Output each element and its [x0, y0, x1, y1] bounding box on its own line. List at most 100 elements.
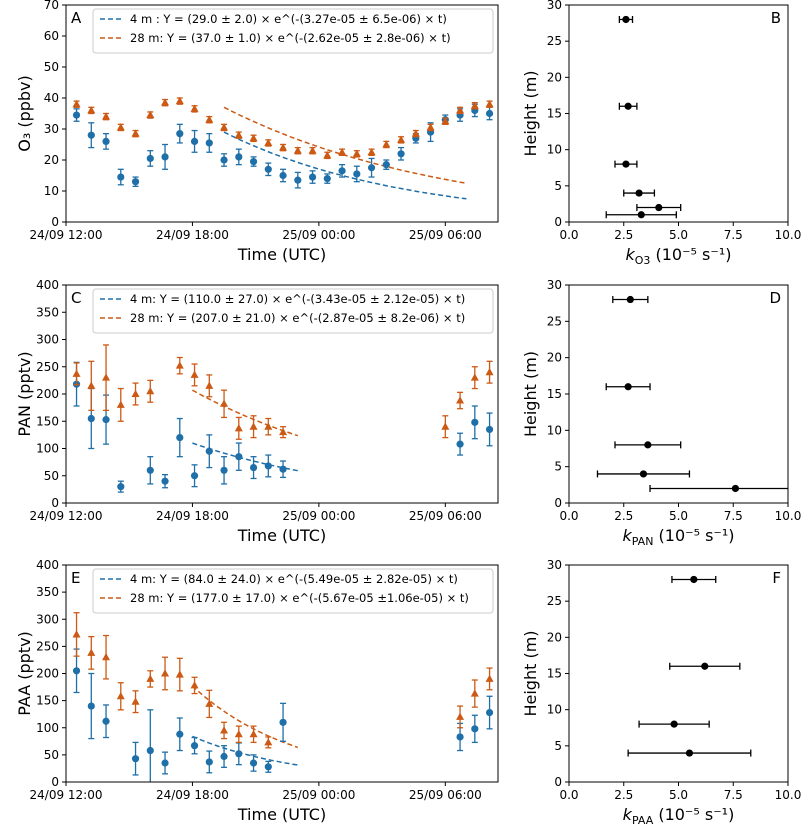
- y-tick-label: 10: [547, 703, 562, 717]
- fit-line-4m: [223, 131, 467, 200]
- point-28m: [426, 123, 435, 131]
- point-28m: [456, 712, 465, 720]
- y-tick-label: 15: [547, 667, 562, 681]
- point-28m: [352, 149, 361, 157]
- y-tick-label: 200: [36, 387, 59, 401]
- y-tick-label: 30: [44, 122, 59, 136]
- panel-A: 0 10 20 30 40 50 60 70 24/09 12:00 24/09 18:00 25/…: [15, 0, 499, 264]
- y-tick-label: 5: [554, 179, 562, 193]
- x-axis-label: kPAA (10⁻⁵ s⁻¹): [623, 805, 735, 825]
- panel-B: 0 5 10 15 20 25 30 0.0 2.5 5.0 7.5 10.0 Height (m) kO…: [521, 0, 801, 267]
- y-tick-label: 10: [547, 143, 562, 157]
- y-tick-label: 20: [44, 153, 59, 167]
- point-28m: [175, 96, 184, 105]
- x-tick-label: 24/09 18:00: [156, 228, 229, 242]
- point-4m: [264, 165, 272, 173]
- point-4m: [205, 447, 213, 455]
- y-tick-label: 300: [36, 333, 59, 347]
- x-tick-label: 5.0: [669, 228, 688, 242]
- point-28m: [220, 726, 229, 734]
- point-28m: [190, 370, 199, 378]
- y-tick-label: 0: [554, 215, 562, 229]
- x-tick-label: 24/09 12:00: [30, 509, 103, 523]
- point-28m: [72, 630, 81, 638]
- panel-letter: B: [771, 9, 781, 27]
- point-28m: [234, 729, 243, 738]
- point-28m: [264, 138, 273, 146]
- point-4m: [72, 667, 81, 675]
- y-tick-label: 0: [51, 496, 59, 510]
- point-4m: [235, 153, 243, 161]
- y-axis-label: Height (m): [521, 351, 540, 437]
- y-axis-label: O₃ (ppbv): [15, 75, 34, 152]
- point-28m: [146, 674, 155, 682]
- x-tick-label: 2.5: [614, 509, 633, 523]
- point-4m: [397, 150, 405, 158]
- y-tick-label: 15: [547, 387, 562, 401]
- legend-entry: 28 m: Y = (37.0 ± 1.0) × e^(-(2.62e-05 ±…: [130, 31, 451, 45]
- point-4m: [117, 483, 125, 491]
- x-axis-label-units: (10⁻⁵ s⁻¹): [650, 245, 731, 264]
- point-4m: [456, 440, 464, 448]
- point-28m: [308, 146, 317, 154]
- fit-line-4m: [192, 735, 298, 766]
- legend-entry: 4 m: Y = (110.0 ± 27.0) × e^(-(3.43e-05 …: [130, 292, 465, 306]
- point-28m: [249, 422, 258, 430]
- x-axis-label-k: k: [622, 526, 632, 545]
- y-tick-label: 20: [547, 70, 562, 84]
- y-tick-label: 10: [547, 423, 562, 437]
- x-tick-label: 5.0: [669, 509, 688, 523]
- k-point: [701, 662, 709, 670]
- point-28m: [397, 135, 406, 143]
- legend-box: [92, 288, 494, 334]
- point-28m: [205, 699, 214, 707]
- point-28m: [485, 99, 494, 108]
- legend-entry: 4 m : Y = (29.0 ± 2.0) × e^(-(3.27e-05 ±…: [130, 12, 447, 26]
- legend-box: [92, 8, 494, 54]
- x-tick-label: 0.0: [559, 228, 578, 242]
- plot-area: [596, 295, 788, 493]
- x-tick-label: 0.0: [559, 509, 578, 523]
- k-point: [622, 15, 630, 24]
- point-4m: [235, 750, 243, 758]
- point-28m: [190, 681, 199, 689]
- point-4m: [176, 730, 184, 738]
- y-tick-label: 150: [36, 694, 59, 708]
- y-tick-label: 0: [51, 215, 59, 229]
- panel-letter: E: [71, 569, 80, 587]
- y-tick-label: 25: [547, 594, 562, 608]
- y-tick-label: 150: [36, 414, 59, 428]
- point-28m: [338, 147, 347, 156]
- y-axis-label: Height (m): [521, 70, 540, 156]
- fit-line-28m: [191, 685, 299, 749]
- point-4m: [161, 153, 169, 161]
- k-point: [644, 441, 652, 449]
- k-point: [655, 203, 663, 212]
- y-tick-label: 5: [554, 460, 562, 474]
- point-4m: [485, 425, 494, 434]
- legend-entry: 4 m: Y = (84.0 ± 24.0) × e^(-(5.49e-05 ±…: [130, 572, 458, 586]
- point-28m: [323, 151, 332, 159]
- y-tick-label: 50: [44, 60, 59, 74]
- y-tick-label: 400: [36, 558, 59, 572]
- point-4m: [131, 755, 140, 763]
- point-28m: [102, 112, 111, 120]
- point-28m: [249, 134, 258, 142]
- x-tick-label: 10.0: [775, 228, 802, 242]
- x-tick-label: 25/09 06:00: [409, 509, 482, 523]
- y-tick-label: 100: [36, 442, 59, 456]
- point-28m: [87, 648, 96, 656]
- point-4m: [161, 477, 169, 485]
- y-tick-label: 250: [36, 639, 59, 653]
- point-4m: [190, 742, 199, 750]
- point-28m: [131, 389, 140, 397]
- y-tick-label: 40: [44, 91, 59, 105]
- x-tick-label: 24/09 12:00: [30, 788, 103, 802]
- point-4m: [249, 157, 258, 166]
- point-28m: [485, 367, 494, 376]
- x-axis-label-sub: O3: [635, 254, 651, 267]
- point-28m: [205, 381, 214, 389]
- x-tick-label: 24/09 18:00: [156, 509, 229, 523]
- y-tick-label: 250: [36, 360, 59, 374]
- point-28m: [249, 729, 258, 738]
